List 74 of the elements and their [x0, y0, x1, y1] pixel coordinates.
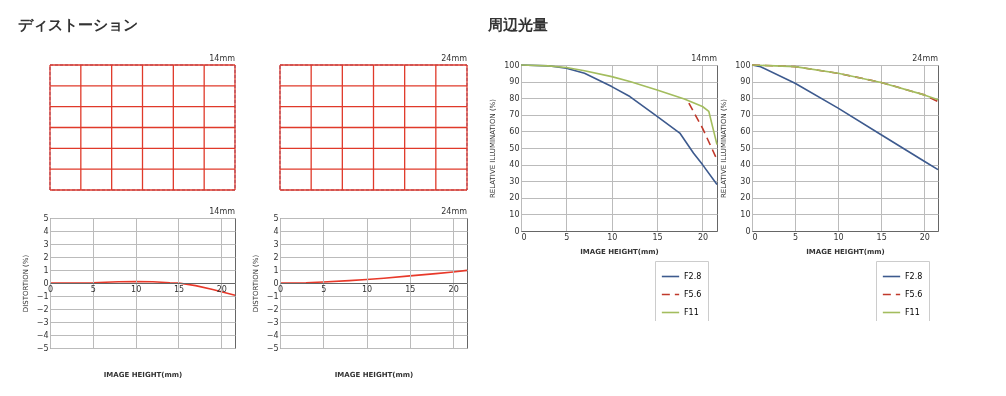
x-tick-label: 0 [752, 232, 758, 242]
y-tick-label: −3 [36, 317, 49, 327]
y-tick-label: 1 [273, 265, 279, 275]
y-tick-label: 90 [509, 77, 520, 87]
chart-subtitle: 24mm [441, 207, 467, 216]
chart-title: ディストーション [18, 16, 138, 35]
y-tick-label: 3 [43, 239, 49, 249]
x-tick-label: 5 [90, 284, 96, 294]
y-tick-label: 5 [273, 213, 279, 223]
x-tick-label: 20 [697, 232, 709, 242]
y-tick-label: −3 [266, 317, 279, 327]
x-tick-label: 15 [652, 232, 663, 242]
y-tick-label: 30 [509, 176, 520, 186]
x-tick-label: 20 [448, 284, 459, 294]
y-tick-label: −2 [266, 304, 279, 314]
y-tick-label: −4 [36, 330, 49, 340]
y-tick-label: −1 [36, 291, 49, 301]
chart-subtitle: 24mm [912, 54, 938, 63]
y-tick-label: 3 [273, 239, 279, 249]
y-tick-label: 60 [509, 126, 520, 136]
x-tick-label: 15 [173, 284, 185, 294]
y-tick-label: 2 [43, 252, 49, 262]
x-tick-label: 20 [216, 284, 227, 294]
y-tick-label: 2 [273, 252, 279, 262]
y-tick-label: 4 [273, 226, 279, 236]
y-tick-label: 80 [740, 93, 751, 103]
line-series [279, 269, 468, 284]
x-tick-label: 10 [361, 284, 373, 294]
x-tick-label: 5 [321, 284, 327, 294]
y-tick-label: 20 [509, 193, 520, 203]
x-tick-label: 20 [919, 232, 930, 242]
x-tick-label: 15 [876, 232, 887, 242]
x-tick-label: 5 [793, 232, 799, 242]
legend-label: F5.6 [905, 289, 923, 299]
line-series [49, 280, 236, 297]
x-tick-label: 10 [833, 232, 844, 242]
legend-label: F11 [905, 307, 920, 317]
y-tick-label: −4 [266, 330, 279, 340]
chart-title: 周辺光量 [488, 16, 548, 35]
x-tick-label: 5 [564, 232, 570, 242]
y-tick-label: 60 [740, 126, 751, 136]
x-tick-label: 0 [521, 232, 527, 242]
y-tick-label: 30 [740, 176, 751, 186]
y-tick-label: 40 [509, 160, 520, 170]
legend-label: F2.8 [684, 271, 702, 281]
y-tick-label: −1 [266, 291, 279, 301]
y-tick-label: 50 [509, 143, 520, 153]
y-tick-label: 40 [740, 160, 751, 170]
x-tick-label: 10 [131, 284, 142, 294]
y-tick-label: 90 [740, 77, 751, 87]
y-tick-label: 20 [740, 193, 751, 203]
x-tick-label: 10 [607, 232, 618, 242]
y-tick-label: 70 [740, 110, 751, 120]
y-tick-label: 10 [509, 209, 520, 219]
y-tick-label: 5 [43, 213, 49, 223]
y-tick-label: 50 [740, 143, 751, 153]
legend-label: F2.8 [905, 271, 923, 281]
legend-label: F5.6 [684, 289, 702, 299]
y-tick-label: 100 [735, 60, 751, 70]
y-tick-label: −5 [36, 343, 49, 353]
text: 24mm [441, 54, 467, 63]
y-tick-label: 4 [43, 226, 49, 236]
legend-label: F11 [684, 307, 699, 317]
y-tick-label: 1 [43, 265, 49, 275]
y-tick-label: 70 [509, 110, 520, 120]
y-tick-label: 80 [509, 93, 520, 103]
chart-subtitle: 14mm [209, 207, 235, 216]
y-tick-label: −5 [266, 343, 279, 353]
text: 14mm [209, 54, 235, 63]
y-tick-label: −2 [36, 304, 49, 314]
chart-subtitle: 14mm [691, 54, 717, 63]
x-tick-label: 15 [405, 284, 416, 294]
y-tick-label: 10 [740, 209, 751, 219]
y-tick-label: 100 [504, 60, 520, 70]
